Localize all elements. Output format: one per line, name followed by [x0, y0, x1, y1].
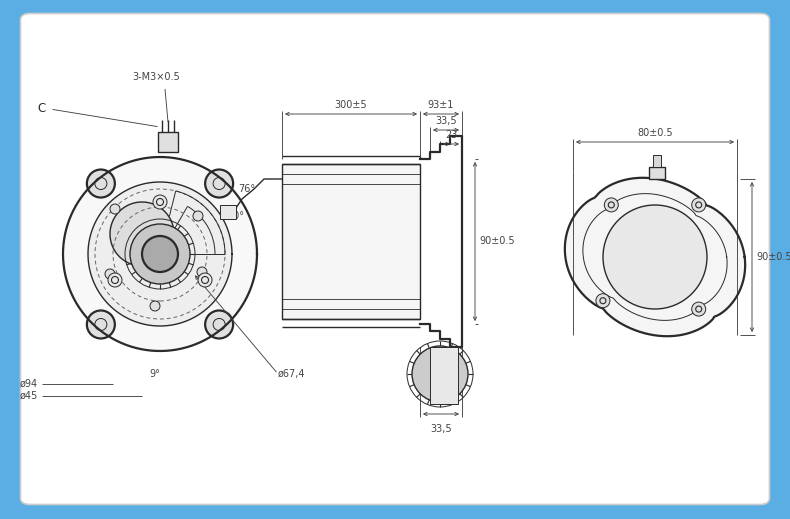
Circle shape — [692, 198, 705, 212]
Bar — [158, 132, 178, 152]
Circle shape — [87, 170, 115, 198]
Circle shape — [153, 195, 167, 209]
Text: 300±5: 300±5 — [335, 100, 367, 110]
Text: 9°: 9° — [149, 369, 160, 379]
Polygon shape — [63, 157, 257, 351]
Circle shape — [87, 310, 115, 338]
Text: 33,5: 33,5 — [435, 116, 457, 126]
Circle shape — [197, 267, 207, 277]
Circle shape — [150, 301, 160, 311]
Circle shape — [130, 224, 190, 284]
Bar — [220, 205, 236, 219]
Polygon shape — [565, 178, 745, 336]
Bar — [653, 155, 661, 167]
Circle shape — [692, 302, 705, 316]
Text: 60°: 60° — [227, 211, 244, 221]
Text: 93±1: 93±1 — [428, 100, 454, 110]
Text: 80±0.5: 80±0.5 — [638, 128, 673, 138]
Circle shape — [205, 310, 233, 338]
Circle shape — [110, 204, 120, 214]
Circle shape — [193, 211, 203, 221]
Bar — [282, 164, 420, 319]
Circle shape — [412, 346, 468, 402]
Polygon shape — [88, 182, 232, 326]
Polygon shape — [110, 202, 174, 266]
Text: 3-M3×0.5: 3-M3×0.5 — [132, 72, 180, 82]
Bar — [430, 347, 458, 404]
Circle shape — [596, 294, 610, 308]
Text: C: C — [38, 102, 46, 116]
Text: 90±0.5: 90±0.5 — [479, 237, 514, 247]
Bar — [649, 167, 665, 179]
Circle shape — [108, 273, 122, 287]
Text: 76°: 76° — [238, 184, 255, 194]
Text: ø67,4: ø67,4 — [278, 369, 306, 379]
Text: ø94: ø94 — [20, 379, 38, 389]
Text: 33,5: 33,5 — [431, 424, 452, 434]
Text: 23: 23 — [445, 130, 457, 140]
Text: ø45: ø45 — [20, 391, 38, 401]
Circle shape — [142, 236, 178, 272]
Circle shape — [105, 269, 115, 279]
Circle shape — [205, 170, 233, 198]
Text: 90±0.5: 90±0.5 — [756, 252, 790, 262]
Circle shape — [604, 198, 619, 212]
Circle shape — [198, 273, 212, 287]
Circle shape — [603, 205, 707, 309]
